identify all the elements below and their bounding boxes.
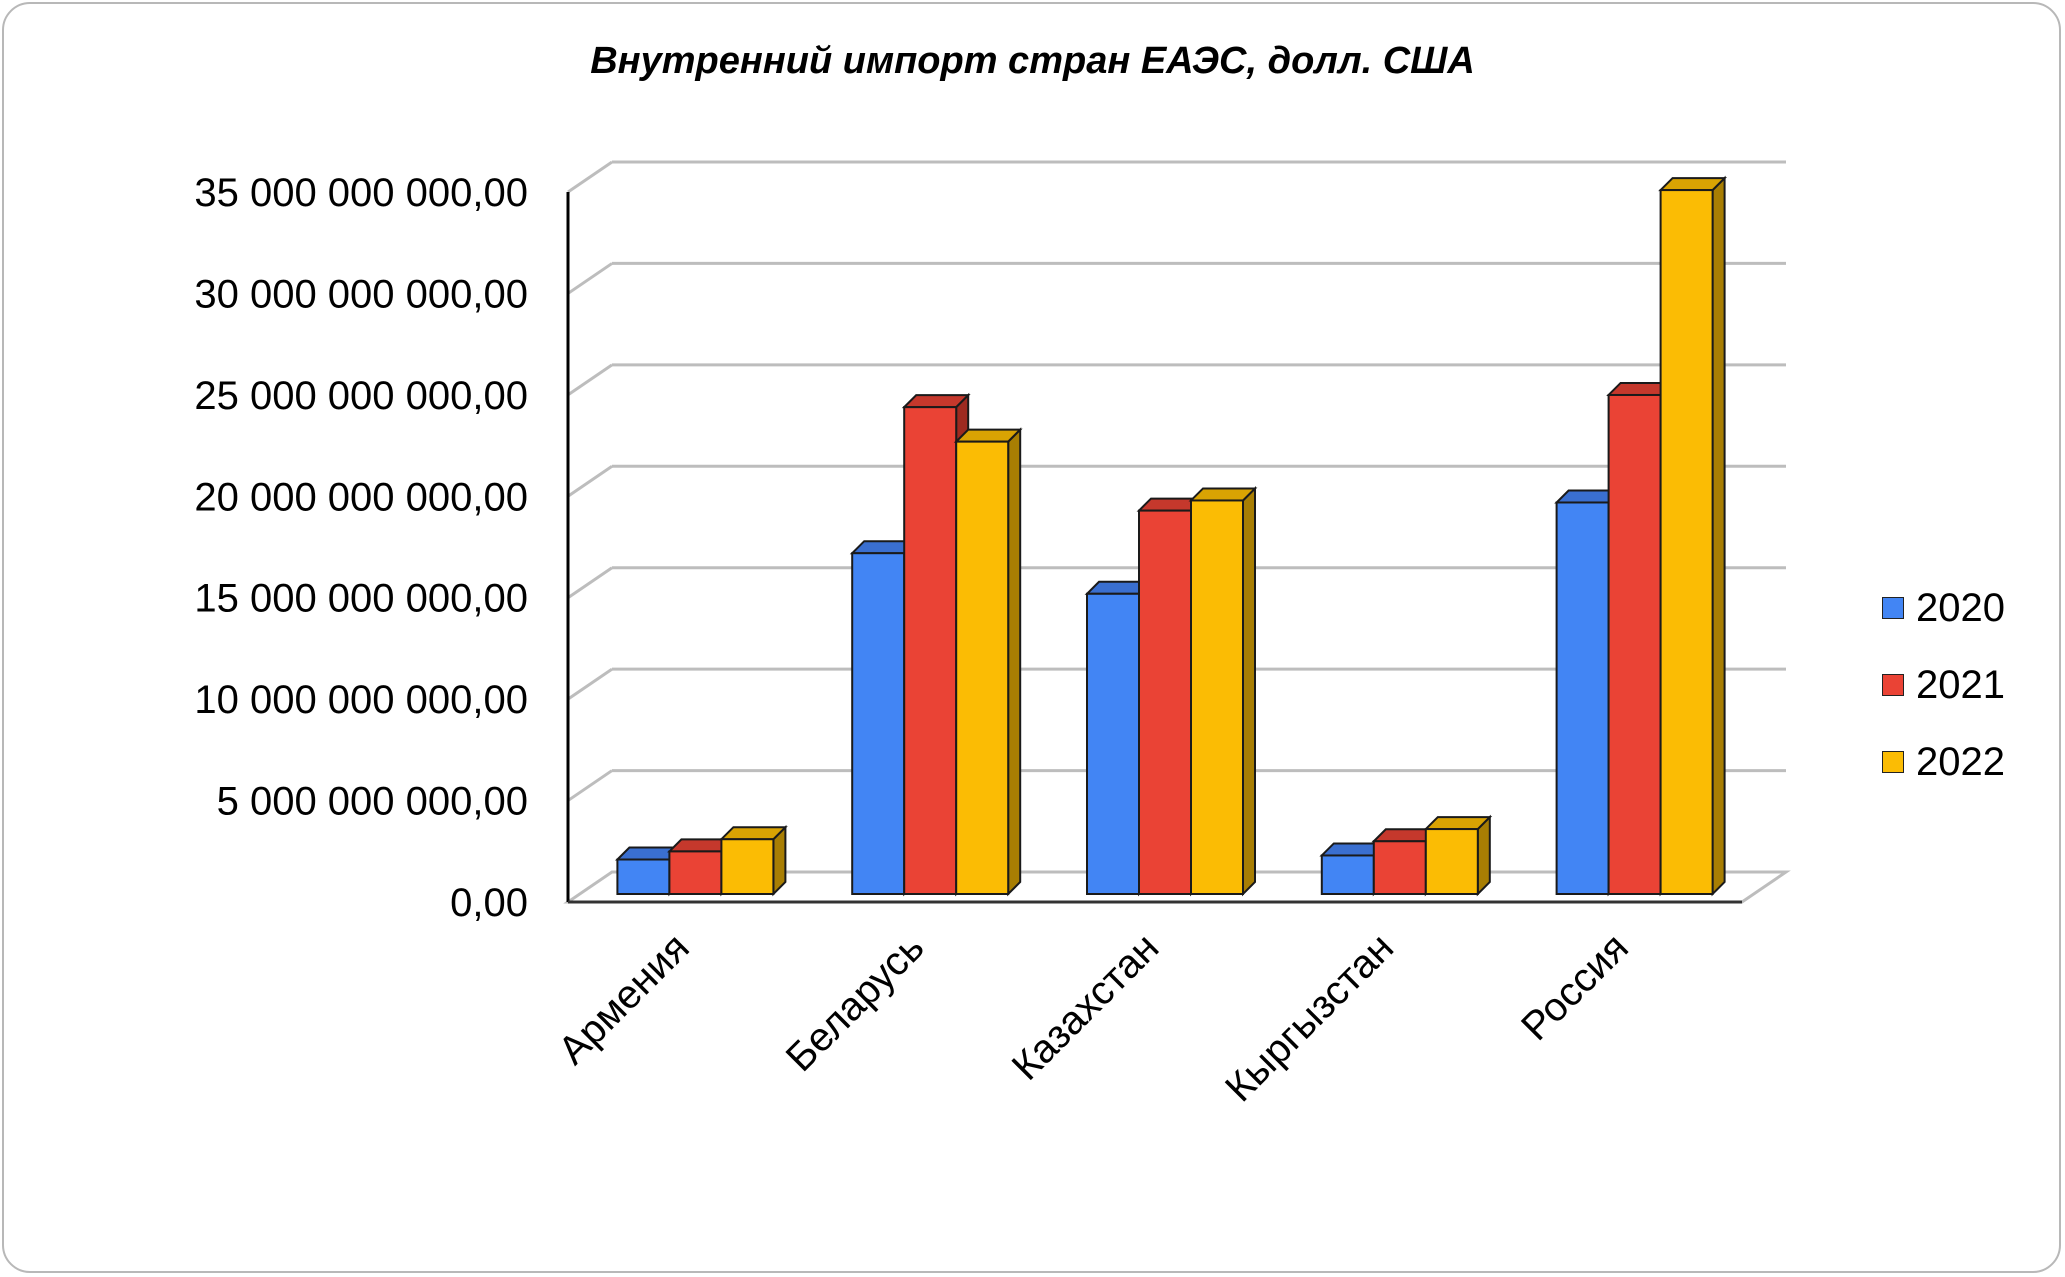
x-category-label: Кыргызстан (1217, 925, 1402, 1110)
bar-2022 (1659, 189, 1714, 896)
bar-2022 (955, 440, 1010, 895)
bar-2021-top (901, 394, 971, 409)
bar-2020 (1086, 592, 1140, 895)
y-tick-label: 15 000 000 000,00 (194, 577, 528, 621)
bar-2021 (903, 406, 958, 895)
x-category-label: Казахстан (1004, 925, 1168, 1089)
x-category-label: Беларусь (778, 925, 933, 1080)
bar-2020 (1320, 854, 1375, 896)
bar-2022-top (1423, 816, 1493, 831)
gridline-side (567, 160, 613, 194)
bar-2022-side (1711, 175, 1726, 897)
y-tick-label: 0,00 (450, 881, 528, 925)
bar-2022 (720, 838, 775, 896)
y-tick-label: 25 000 000 000,00 (194, 374, 528, 418)
legend-item: 2022 (1882, 739, 2052, 789)
bar-2022 (1190, 499, 1244, 895)
gridline-side (567, 363, 613, 397)
x-category-label: Армения (550, 925, 698, 1073)
y-tick-label: 20 000 000 000,00 (194, 475, 528, 519)
y-tick-label: 10 000 000 000,00 (194, 678, 528, 722)
legend-label: 2022 (1916, 740, 2005, 784)
bar-2022 (1424, 828, 1479, 895)
bar-2021 (1607, 393, 1662, 895)
bar-2021 (1138, 509, 1192, 895)
bar-2022-top (718, 826, 788, 841)
gridline-side (567, 262, 613, 295)
bar-2022-top (1188, 487, 1258, 502)
legend-item: 2021 (1882, 662, 2052, 712)
x-category-label: Россия (1513, 925, 1637, 1049)
gridline-side (567, 566, 613, 599)
legend-item: 2020 (1882, 585, 2052, 635)
legend-swatch (1882, 597, 1904, 619)
y-tick-label: 5 000 000 000,00 (217, 780, 528, 824)
y-tick-label: 30 000 000 000,00 (194, 272, 528, 316)
bar-2021 (668, 850, 723, 896)
bar-2022-top (1658, 177, 1728, 192)
bar-2021 (1372, 840, 1427, 895)
chart-title: Внутренний импорт стран ЕАЭС, долл. США (590, 40, 1475, 82)
legend-label: 2020 (1916, 586, 2005, 630)
gridline-side (567, 667, 613, 701)
legend-swatch (1882, 674, 1904, 696)
bar-2020 (851, 552, 906, 895)
gridline-side (567, 769, 613, 802)
legend-label: 2021 (1916, 663, 2005, 707)
bar-2020 (1555, 501, 1610, 895)
bar-2020 (616, 858, 671, 895)
gridline-side (567, 465, 613, 498)
bar-2022-side (1007, 427, 1022, 897)
y-tick-label: 35 000 000 000,00 (194, 171, 528, 215)
bar-2022-side (1242, 486, 1256, 897)
legend-swatch (1882, 751, 1904, 773)
bar-2022-top (953, 428, 1023, 443)
